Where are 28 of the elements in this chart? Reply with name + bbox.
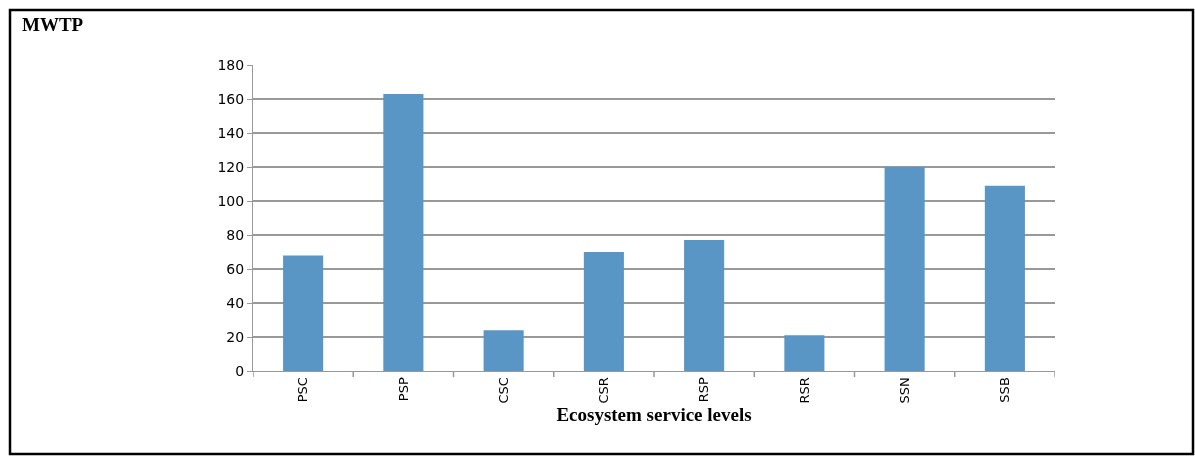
x-tick-label: PSP <box>395 377 411 402</box>
y-tick-label: 160 <box>217 90 245 107</box>
x-tick-label: CSC <box>495 377 511 404</box>
bar <box>784 335 825 371</box>
bar <box>483 330 524 371</box>
bar <box>583 252 624 371</box>
x-tick-label: RSR <box>796 377 812 404</box>
x-tick-label: RSP <box>696 377 712 403</box>
y-tick-label: 20 <box>226 328 245 345</box>
bar <box>884 167 925 371</box>
text: MWTP <box>22 14 84 35</box>
y-tick-label: 100 <box>217 192 245 209</box>
x-tick-label: PSC <box>295 377 311 403</box>
y-tick-label: 180 <box>217 56 245 73</box>
y-tick-label: 80 <box>226 226 245 243</box>
bar <box>984 185 1025 371</box>
y-tick-label: 120 <box>217 158 245 175</box>
x-tick-label: SSB <box>997 377 1013 403</box>
bar <box>383 93 424 371</box>
y-tick-label: 60 <box>226 260 245 277</box>
x-tick-label: SSN <box>896 377 912 404</box>
bar <box>283 255 324 371</box>
x-axis-title: Ecosystem service levels <box>556 403 752 425</box>
bar <box>684 240 725 371</box>
x-tick-label: CSR <box>596 377 612 404</box>
y-tick-label: 40 <box>226 294 245 311</box>
y-tick-label: 140 <box>217 124 245 141</box>
y-tick-label: 0 <box>235 362 245 379</box>
